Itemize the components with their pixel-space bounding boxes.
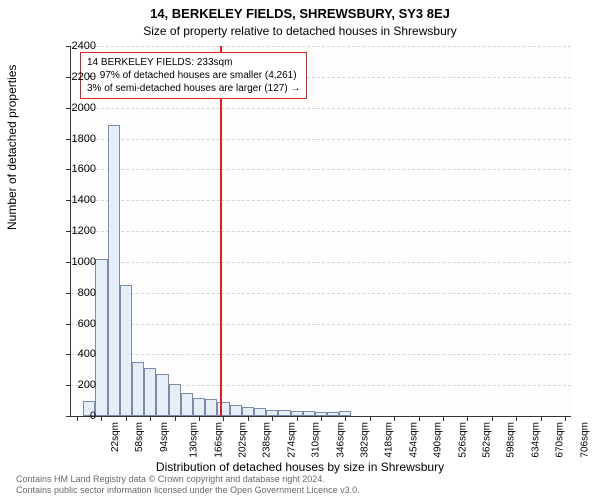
ytick-label: 400 <box>36 348 96 360</box>
xtick-mark <box>467 416 468 421</box>
y-axis-label: Number of detached properties <box>5 65 19 230</box>
xtick-mark <box>516 416 517 421</box>
gridline <box>71 169 571 170</box>
histogram-bar <box>132 362 144 416</box>
xtick-mark <box>492 416 493 421</box>
xtick-label: 238sqm <box>262 422 273 458</box>
xtick-mark <box>321 416 322 421</box>
page-title: 14, BERKELEY FIELDS, SHREWSBURY, SY3 8EJ <box>0 6 600 21</box>
gridline <box>71 200 571 201</box>
ytick-label: 1800 <box>36 133 96 145</box>
ytick-label: 0 <box>36 410 96 422</box>
xtick-label: 166sqm <box>213 422 224 458</box>
xtick-label: 94sqm <box>159 422 170 452</box>
xtick-label: 202sqm <box>238 422 249 458</box>
annotation-line-1: 14 BERKELEY FIELDS: 233sqm <box>87 56 300 69</box>
xtick-mark <box>370 416 371 421</box>
footer-line-1: Contains HM Land Registry data © Crown c… <box>16 474 360 485</box>
xtick-mark <box>223 416 224 421</box>
xtick-label: 418sqm <box>384 422 395 458</box>
histogram-bar <box>181 393 193 416</box>
xtick-label: 706sqm <box>579 422 590 458</box>
ytick-label: 600 <box>36 318 96 330</box>
gridline <box>71 262 571 263</box>
gridline <box>71 108 571 109</box>
footer-line-2: Contains public sector information licen… <box>16 485 360 496</box>
xtick-label: 274sqm <box>286 422 297 458</box>
histogram-bar <box>278 410 290 416</box>
xtick-mark <box>443 416 444 421</box>
histogram-bar <box>242 407 254 416</box>
gridline <box>71 231 571 232</box>
ytick-label: 2000 <box>36 102 96 114</box>
footer-attribution: Contains HM Land Registry data © Crown c… <box>16 474 360 496</box>
ytick-label: 200 <box>36 379 96 391</box>
gridline <box>71 139 571 140</box>
ytick-label: 1400 <box>36 194 96 206</box>
xtick-mark <box>419 416 420 421</box>
histogram-bar <box>230 405 242 416</box>
histogram-bar <box>169 384 181 416</box>
ytick-label: 1600 <box>36 163 96 175</box>
xtick-label: 346sqm <box>335 422 346 458</box>
annotation-box: 14 BERKELEY FIELDS: 233sqm ← 97% of deta… <box>80 52 307 99</box>
gridline <box>71 46 571 47</box>
xtick-mark <box>345 416 346 421</box>
gridline <box>71 293 571 294</box>
xtick-label: 526sqm <box>457 422 468 458</box>
xtick-mark <box>126 416 127 421</box>
xtick-mark <box>199 416 200 421</box>
page-subtitle: Size of property relative to detached ho… <box>0 24 600 38</box>
xtick-mark <box>272 416 273 421</box>
histogram-bar <box>254 408 266 416</box>
xtick-mark <box>175 416 176 421</box>
ytick-label: 2400 <box>36 40 96 52</box>
histogram-bar <box>108 125 120 416</box>
xtick-mark <box>248 416 249 421</box>
xtick-label: 58sqm <box>135 422 146 452</box>
xtick-mark <box>101 416 102 421</box>
xtick-label: 670sqm <box>555 422 566 458</box>
xtick-label: 130sqm <box>189 422 200 458</box>
annotation-line-2: ← 97% of detached houses are smaller (4,… <box>87 69 300 82</box>
xtick-mark <box>565 416 566 421</box>
annotation-line-3: 3% of semi-detached houses are larger (1… <box>87 82 300 95</box>
chart-plot-area <box>70 46 571 417</box>
histogram-bar <box>120 285 132 416</box>
histogram-bar <box>327 412 339 416</box>
xtick-mark <box>297 416 298 421</box>
histogram-bar <box>303 411 315 416</box>
xtick-label: 22sqm <box>110 422 121 452</box>
histogram-bar <box>193 398 205 417</box>
xtick-label: 454sqm <box>408 422 419 458</box>
xtick-label: 598sqm <box>506 422 517 458</box>
xtick-label: 562sqm <box>482 422 493 458</box>
histogram-bar <box>95 259 107 416</box>
xtick-label: 490sqm <box>433 422 444 458</box>
histogram-bar <box>205 399 217 416</box>
xtick-label: 634sqm <box>530 422 541 458</box>
xtick-mark <box>150 416 151 421</box>
ytick-label: 1200 <box>36 225 96 237</box>
xtick-mark <box>394 416 395 421</box>
ytick-label: 1000 <box>36 256 96 268</box>
ytick-label: 800 <box>36 287 96 299</box>
reference-line <box>220 46 222 416</box>
xtick-label: 310sqm <box>311 422 322 458</box>
x-axis-label: Distribution of detached houses by size … <box>0 460 600 474</box>
gridline <box>71 354 571 355</box>
ytick-label: 2200 <box>36 71 96 83</box>
histogram-bar <box>144 368 156 416</box>
xtick-mark <box>541 416 542 421</box>
xtick-label: 382sqm <box>360 422 371 458</box>
gridline <box>71 324 571 325</box>
histogram-bar <box>156 374 168 416</box>
